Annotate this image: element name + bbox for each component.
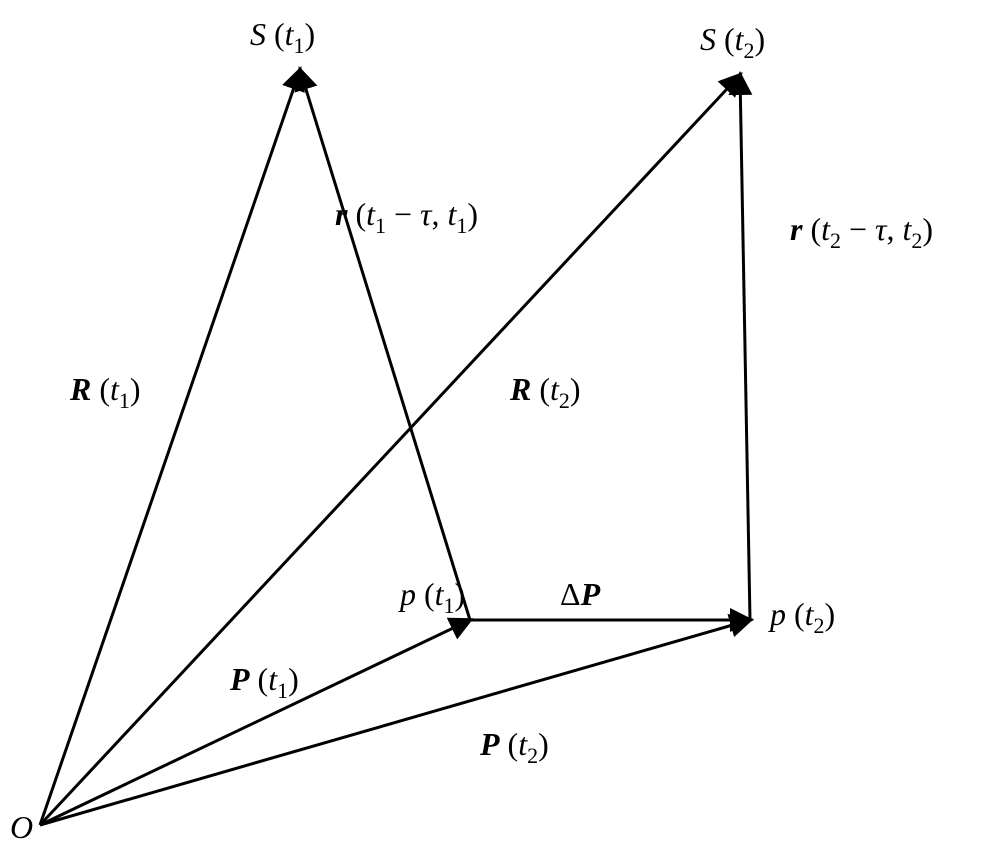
label-R_t1: R (t1) <box>69 371 141 413</box>
label-deltaP: ΔP <box>560 576 601 612</box>
vector-O-S1 <box>40 70 300 825</box>
vector-O-p2 <box>40 620 750 825</box>
label-O: O <box>10 809 33 845</box>
label-R_t2: R (t2) <box>509 371 581 413</box>
vector-diagram: O S (t1) S (t2) R (t1) R (t2) P (t1) P (t2) p (… <box>0 0 1000 848</box>
vector-p1-S1 <box>300 70 470 620</box>
label-S_t2: S (t2) <box>700 21 765 63</box>
vector-O-S2 <box>40 75 740 825</box>
label-r2: r (t2 − τ, t2) <box>790 211 933 253</box>
label-S_t1: S (t1) <box>250 16 315 58</box>
vector-p2-S2 <box>740 75 750 620</box>
label-r1: r (t1 − τ, t1) <box>335 196 478 238</box>
vector-O-p1 <box>40 620 470 825</box>
label-p_t2: p (t2) <box>768 596 835 638</box>
label-P_t1: P (t1) <box>229 661 299 703</box>
label-p_t1: p (t1) <box>398 576 465 618</box>
edges-layer <box>40 70 750 825</box>
labels-layer: O S (t1) S (t2) R (t1) R (t2) P (t1) P (t2) p (… <box>10 16 933 845</box>
label-P_t2: P (t2) <box>479 726 549 768</box>
